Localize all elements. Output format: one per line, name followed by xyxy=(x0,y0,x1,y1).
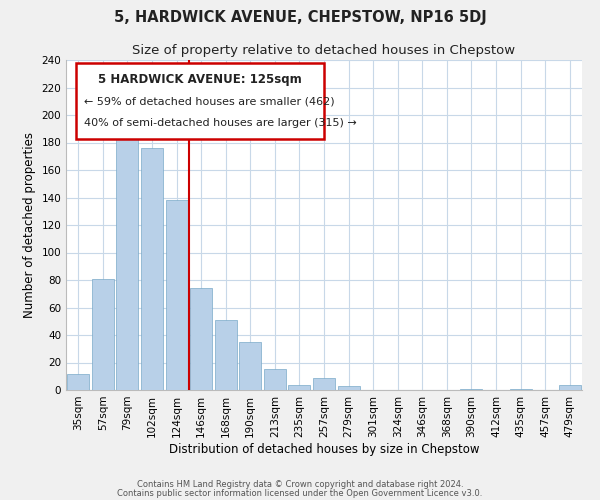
Bar xyxy=(264,370,286,390)
Text: Contains HM Land Registry data © Crown copyright and database right 2024.: Contains HM Land Registry data © Crown c… xyxy=(137,480,463,489)
Bar xyxy=(190,288,212,390)
Bar xyxy=(166,200,188,390)
Bar xyxy=(67,374,89,390)
Text: 5, HARDWICK AVENUE, CHEPSTOW, NP16 5DJ: 5, HARDWICK AVENUE, CHEPSTOW, NP16 5DJ xyxy=(113,10,487,25)
X-axis label: Distribution of detached houses by size in Chepstow: Distribution of detached houses by size … xyxy=(169,442,479,456)
Text: ← 59% of detached houses are smaller (462): ← 59% of detached houses are smaller (46… xyxy=(84,96,335,106)
Bar xyxy=(141,148,163,390)
Text: 40% of semi-detached houses are larger (315) →: 40% of semi-detached houses are larger (… xyxy=(84,118,357,128)
Bar xyxy=(92,278,114,390)
FancyBboxPatch shape xyxy=(76,64,324,139)
Bar xyxy=(215,320,237,390)
Text: 5 HARDWICK AVENUE: 125sqm: 5 HARDWICK AVENUE: 125sqm xyxy=(98,73,302,86)
Bar xyxy=(509,388,532,390)
Title: Size of property relative to detached houses in Chepstow: Size of property relative to detached ho… xyxy=(133,44,515,58)
Bar xyxy=(338,386,359,390)
Bar xyxy=(313,378,335,390)
Bar xyxy=(559,384,581,390)
Bar xyxy=(239,342,262,390)
Text: Contains public sector information licensed under the Open Government Licence v3: Contains public sector information licen… xyxy=(118,488,482,498)
Bar xyxy=(116,124,139,390)
Y-axis label: Number of detached properties: Number of detached properties xyxy=(23,132,36,318)
Bar xyxy=(460,388,482,390)
Bar xyxy=(289,384,310,390)
